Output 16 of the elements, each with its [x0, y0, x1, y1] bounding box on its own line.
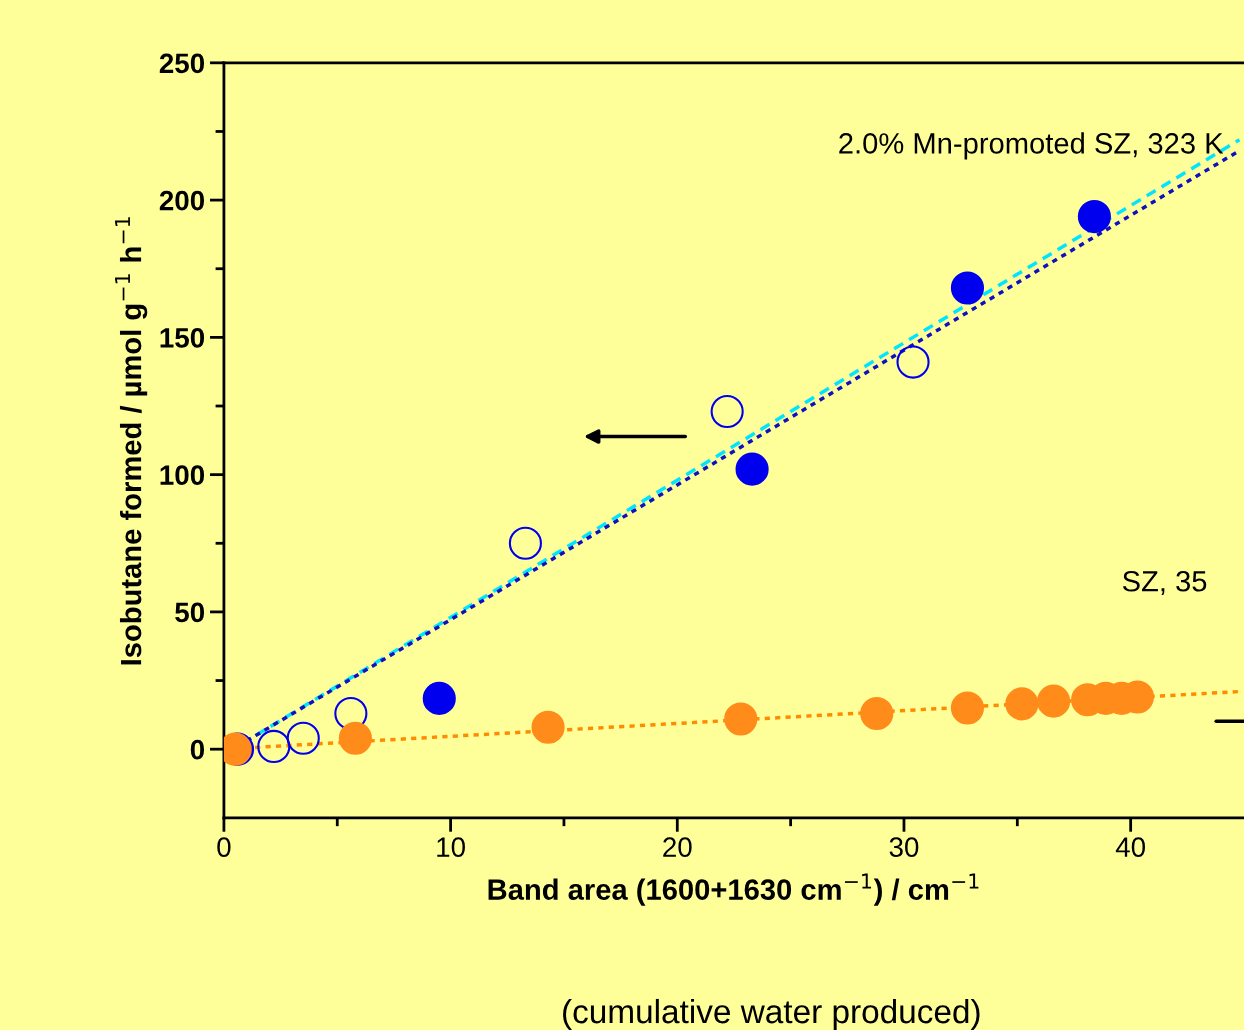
x-tick-label: 20	[663, 837, 692, 857]
annotation: SZ, 35	[1122, 570, 1207, 596]
y-tick-label: 150	[160, 328, 205, 348]
x-tick-label: 40	[1115, 837, 1146, 857]
x-axis-title: Band area (1600+1630 cm$^{−1}$) / cm$^{−1}$	[488, 873, 979, 906]
y-tick-label: 0	[190, 739, 205, 760]
x-tick-label: 0	[217, 837, 231, 857]
y-tick-label: 100	[160, 465, 205, 485]
y-tick-label: 250	[159, 53, 205, 74]
y-tick-label: 50	[175, 602, 205, 623]
y-axis-title: Isobutane formed / µmol g$^{−1}$ h$^{−1}$	[115, 217, 148, 665]
x-tick-label: 10	[437, 837, 465, 857]
text: (cumulative water produced)	[563, 998, 980, 1030]
y-tick-label: 200	[159, 190, 205, 211]
x-tick-label: 30	[889, 837, 919, 857]
annotation: 2.0% Mn-promoted SZ, 323 K	[839, 132, 1224, 160]
